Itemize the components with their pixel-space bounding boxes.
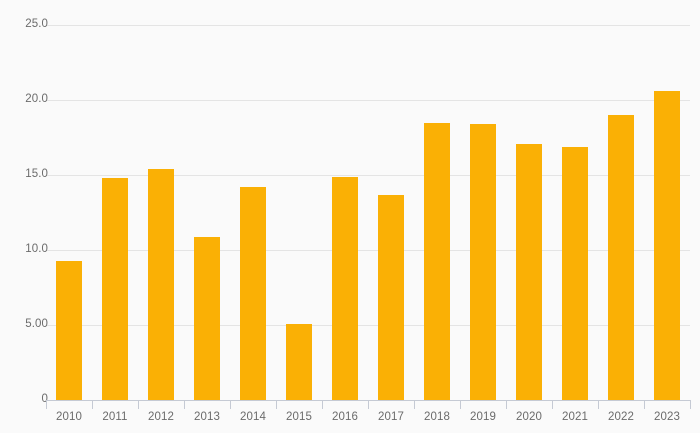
bar[interactable] xyxy=(56,260,82,400)
y-axis-tick-label: 0 xyxy=(41,393,48,405)
bar[interactable] xyxy=(240,187,266,400)
x-axis-tick-mark xyxy=(414,400,415,409)
y-axis-tick-label: 5.00 xyxy=(25,318,48,330)
x-axis-tick-mark xyxy=(368,400,369,409)
bar[interactable] xyxy=(516,143,542,400)
x-axis-tick-mark xyxy=(322,400,323,409)
bar[interactable] xyxy=(654,91,680,400)
x-axis-tick-label: 2021 xyxy=(562,411,588,423)
x-axis-tick-label: 2018 xyxy=(424,411,450,423)
x-axis-tick-mark xyxy=(184,400,185,409)
bar[interactable] xyxy=(470,124,496,400)
x-axis-tick-mark xyxy=(644,400,645,409)
bar[interactable] xyxy=(194,236,220,400)
x-axis-tick-mark xyxy=(138,400,139,409)
x-axis-tick-mark xyxy=(92,400,93,409)
x-axis-tick-label: 2017 xyxy=(378,411,404,423)
x-axis-tick-label: 2013 xyxy=(194,411,220,423)
gridline xyxy=(46,250,690,251)
plot-area xyxy=(46,25,690,400)
gridline xyxy=(46,325,690,326)
x-axis-tick-label: 2010 xyxy=(56,411,82,423)
x-axis-tick-mark xyxy=(460,400,461,409)
gridline xyxy=(46,175,690,176)
x-axis-tick-mark xyxy=(230,400,231,409)
y-axis-tick-label: 10.0 xyxy=(25,243,48,255)
x-axis-tick-label: 2022 xyxy=(608,411,634,423)
bar[interactable] xyxy=(378,194,404,400)
bar[interactable] xyxy=(608,115,634,400)
y-axis-tick-label: 15.0 xyxy=(25,168,48,180)
x-axis-tick-mark xyxy=(276,400,277,409)
x-axis-tick-mark xyxy=(598,400,599,409)
y-axis-tick-label: 20.0 xyxy=(25,93,48,105)
bar[interactable] xyxy=(148,169,174,400)
bar[interactable] xyxy=(102,178,128,400)
bar[interactable] xyxy=(286,323,312,400)
x-axis-tick-label: 2019 xyxy=(470,411,496,423)
x-axis-tick-mark xyxy=(506,400,507,409)
bar[interactable] xyxy=(562,146,588,400)
x-axis-tick-label: 2014 xyxy=(240,411,266,423)
x-axis-tick-label: 2023 xyxy=(654,411,680,423)
x-axis-tick-mark xyxy=(552,400,553,409)
gridline xyxy=(46,25,690,26)
x-axis-tick-label: 2011 xyxy=(102,411,128,423)
gridline xyxy=(46,100,690,101)
x-axis-tick-label: 2020 xyxy=(516,411,542,423)
x-axis-tick-mark xyxy=(690,400,691,409)
x-axis-tick-label: 2015 xyxy=(286,411,312,423)
bar[interactable] xyxy=(332,176,358,400)
y-axis-tick-label: 25.0 xyxy=(25,18,48,30)
x-axis-tick-mark xyxy=(46,400,47,409)
x-axis-tick-label: 2012 xyxy=(148,411,174,423)
bar[interactable] xyxy=(424,122,450,400)
x-axis-tick-label: 2016 xyxy=(332,411,358,423)
